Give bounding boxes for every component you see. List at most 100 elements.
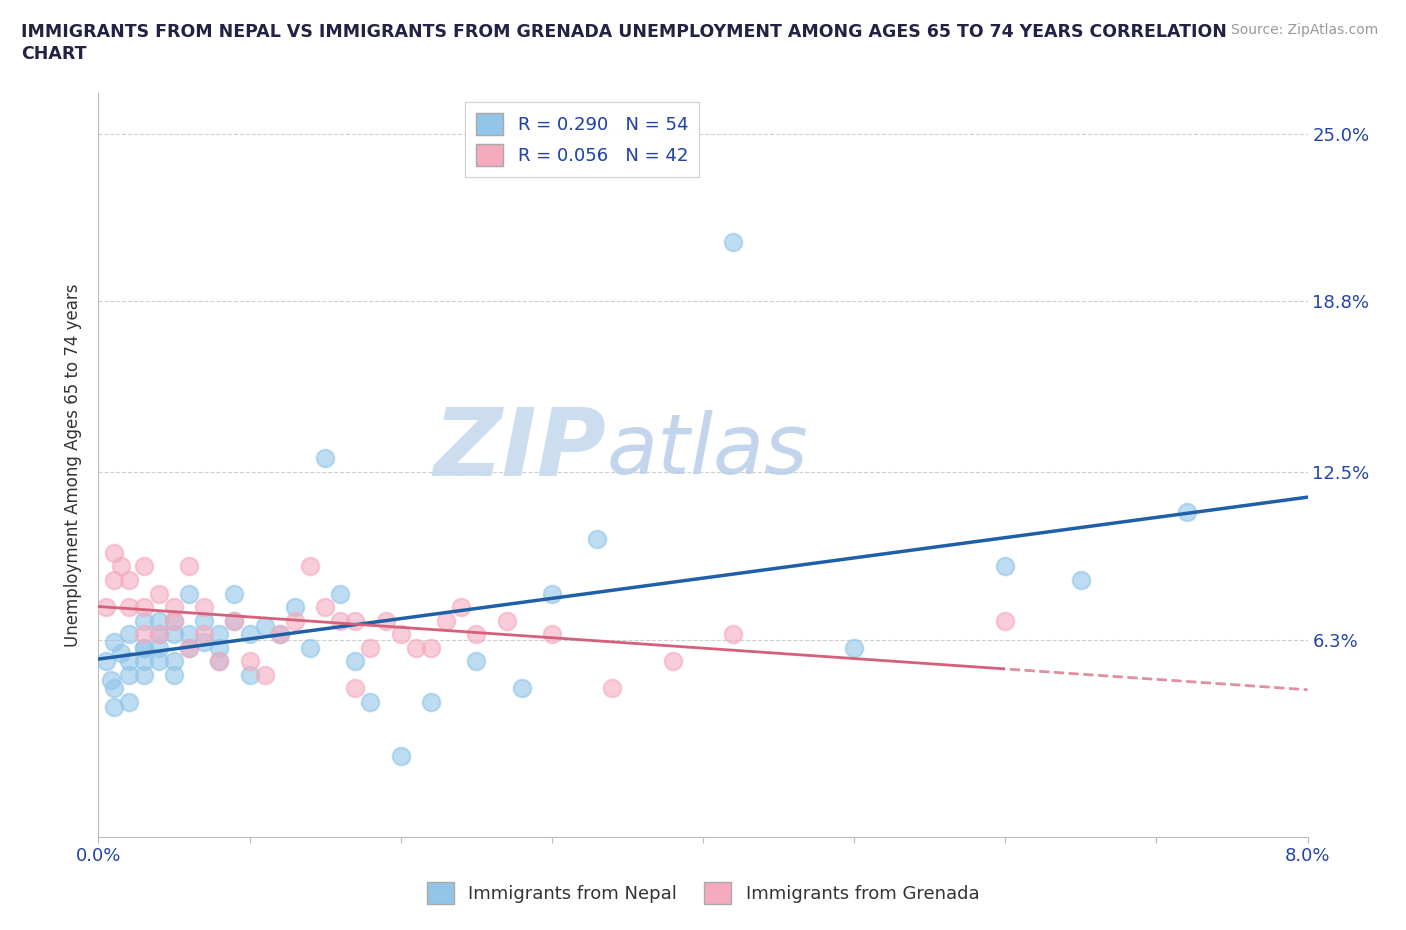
Point [284,600,307,615]
Point [224,586,246,601]
Point [179,586,201,601]
Text: ZIP: ZIP [433,405,606,496]
Point [299,559,322,574]
Point [163,600,186,615]
Point [110,559,132,574]
Point [465,654,488,669]
Point [1175,505,1198,520]
Point [329,613,352,628]
Point [360,640,382,655]
Point [118,695,141,710]
Point [434,613,457,628]
Point [103,699,125,714]
Point [450,600,472,615]
Point [844,640,866,655]
Point [344,613,367,628]
Point [239,654,262,669]
Point [269,627,291,642]
Point [103,681,125,696]
Point [208,654,231,669]
Point [360,695,382,710]
Point [344,681,367,696]
Point [723,234,745,249]
Point [374,613,396,628]
Point [148,627,170,642]
Point [132,600,155,615]
Legend: Immigrants from Nepal, Immigrants from Grenada: Immigrants from Nepal, Immigrants from G… [419,875,987,911]
Point [253,618,276,633]
Y-axis label: Unemployment Among Ages 65 to 74 years: Unemployment Among Ages 65 to 74 years [65,284,83,646]
Point [994,559,1017,574]
Point [132,613,155,628]
Text: CHART: CHART [21,45,87,62]
Point [179,640,201,655]
Point [405,640,427,655]
Point [510,681,533,696]
Point [586,532,609,547]
Point [110,645,132,660]
Point [420,695,443,710]
Point [994,613,1017,628]
Point [148,613,170,628]
Point [193,635,215,650]
Point [314,451,336,466]
Legend: R = 0.290   N = 54, R = 0.056   N = 42: R = 0.290 N = 54, R = 0.056 N = 42 [465,102,699,177]
Point [284,613,307,628]
Point [661,654,683,669]
Point [269,627,291,642]
Point [314,600,336,615]
Point [253,667,276,682]
Point [148,627,170,642]
Point [179,640,201,655]
Point [208,654,231,669]
Point [163,654,186,669]
Point [148,640,170,655]
Text: atlas: atlas [606,409,808,491]
Text: IMMIGRANTS FROM NEPAL VS IMMIGRANTS FROM GRENADA UNEMPLOYMENT AMONG AGES 65 TO 7: IMMIGRANTS FROM NEPAL VS IMMIGRANTS FROM… [21,23,1227,41]
Point [163,613,186,628]
Point [118,654,141,669]
Point [118,627,141,642]
Point [344,654,367,669]
Point [148,654,170,669]
Point [132,559,155,574]
Point [193,600,215,615]
Point [239,667,262,682]
Point [208,627,231,642]
Point [118,600,141,615]
Point [163,613,186,628]
Point [602,681,624,696]
Point [465,627,488,642]
Point [94,600,117,615]
Point [163,667,186,682]
Point [389,749,412,764]
Point [148,586,170,601]
Point [118,667,141,682]
Point [224,613,246,628]
Point [495,613,517,628]
Point [723,627,745,642]
Point [103,573,125,588]
Point [420,640,443,655]
Point [299,640,322,655]
Point [193,627,215,642]
Point [132,654,155,669]
Point [132,640,155,655]
Point [389,627,412,642]
Point [193,613,215,628]
Point [103,546,125,561]
Point [118,573,141,588]
Point [100,672,122,687]
Text: Source: ZipAtlas.com: Source: ZipAtlas.com [1230,23,1378,37]
Point [163,627,186,642]
Point [239,627,262,642]
Point [208,640,231,655]
Point [132,627,155,642]
Point [1070,573,1092,588]
Point [94,654,117,669]
Point [540,586,562,601]
Point [179,559,201,574]
Point [132,640,155,655]
Point [132,667,155,682]
Point [540,627,562,642]
